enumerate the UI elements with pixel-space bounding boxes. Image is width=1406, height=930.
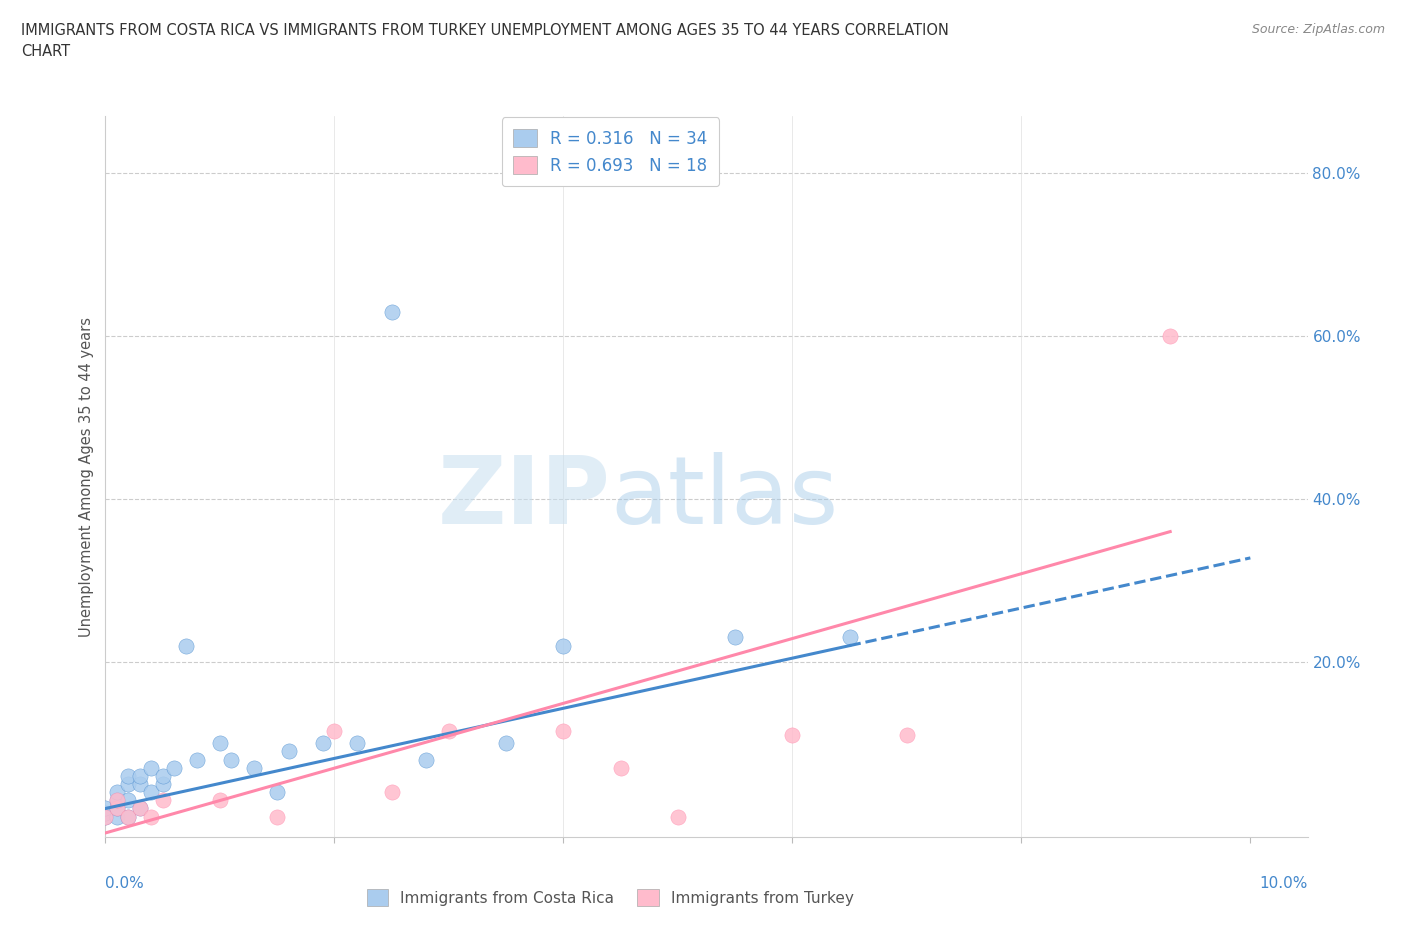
Y-axis label: Unemployment Among Ages 35 to 44 years: Unemployment Among Ages 35 to 44 years	[79, 316, 94, 637]
Point	[266, 785, 288, 800]
Text: ZIP: ZIP	[437, 452, 610, 544]
Point	[208, 736, 231, 751]
Point	[105, 793, 128, 808]
Point	[381, 785, 404, 800]
Point	[243, 761, 266, 776]
Point	[277, 744, 299, 759]
Point	[666, 809, 689, 824]
Point	[323, 724, 346, 738]
Text: 10.0%: 10.0%	[1260, 876, 1308, 891]
Point	[117, 768, 139, 783]
Point	[553, 724, 575, 738]
Point	[105, 801, 128, 816]
Point	[152, 777, 174, 791]
Point	[94, 809, 117, 824]
Point	[152, 768, 174, 783]
Point	[782, 728, 804, 743]
Point	[141, 785, 163, 800]
Point	[94, 809, 117, 824]
Point	[94, 801, 117, 816]
Point	[117, 793, 139, 808]
Text: 0.0%: 0.0%	[105, 876, 145, 891]
Point	[128, 768, 150, 783]
Point	[105, 809, 128, 824]
Point	[174, 638, 197, 653]
Point	[117, 777, 139, 791]
Point	[141, 761, 163, 776]
Text: atlas: atlas	[610, 452, 838, 544]
Point	[609, 761, 631, 776]
Point	[186, 752, 208, 767]
Point	[163, 761, 186, 776]
Point	[152, 793, 174, 808]
Point	[105, 785, 128, 800]
Point	[437, 724, 460, 738]
Point	[208, 793, 231, 808]
Point	[128, 801, 150, 816]
Point	[553, 638, 575, 653]
Point	[896, 728, 918, 743]
Point	[105, 793, 128, 808]
Text: IMMIGRANTS FROM COSTA RICA VS IMMIGRANTS FROM TURKEY UNEMPLOYMENT AMONG AGES 35 : IMMIGRANTS FROM COSTA RICA VS IMMIGRANTS…	[21, 23, 949, 60]
Point	[266, 809, 288, 824]
Text: Source: ZipAtlas.com: Source: ZipAtlas.com	[1251, 23, 1385, 36]
Point	[105, 801, 128, 816]
Point	[381, 304, 404, 319]
Point	[221, 752, 243, 767]
Point	[141, 809, 163, 824]
Point	[724, 630, 747, 644]
Point	[312, 736, 335, 751]
Point	[117, 809, 139, 824]
Point	[495, 736, 517, 751]
Legend: Immigrants from Costa Rica, Immigrants from Turkey: Immigrants from Costa Rica, Immigrants f…	[361, 884, 860, 912]
Point	[94, 805, 117, 820]
Point	[415, 752, 437, 767]
Point	[838, 630, 860, 644]
Point	[1159, 328, 1181, 343]
Point	[346, 736, 368, 751]
Point	[128, 777, 150, 791]
Point	[128, 801, 150, 816]
Point	[117, 809, 139, 824]
